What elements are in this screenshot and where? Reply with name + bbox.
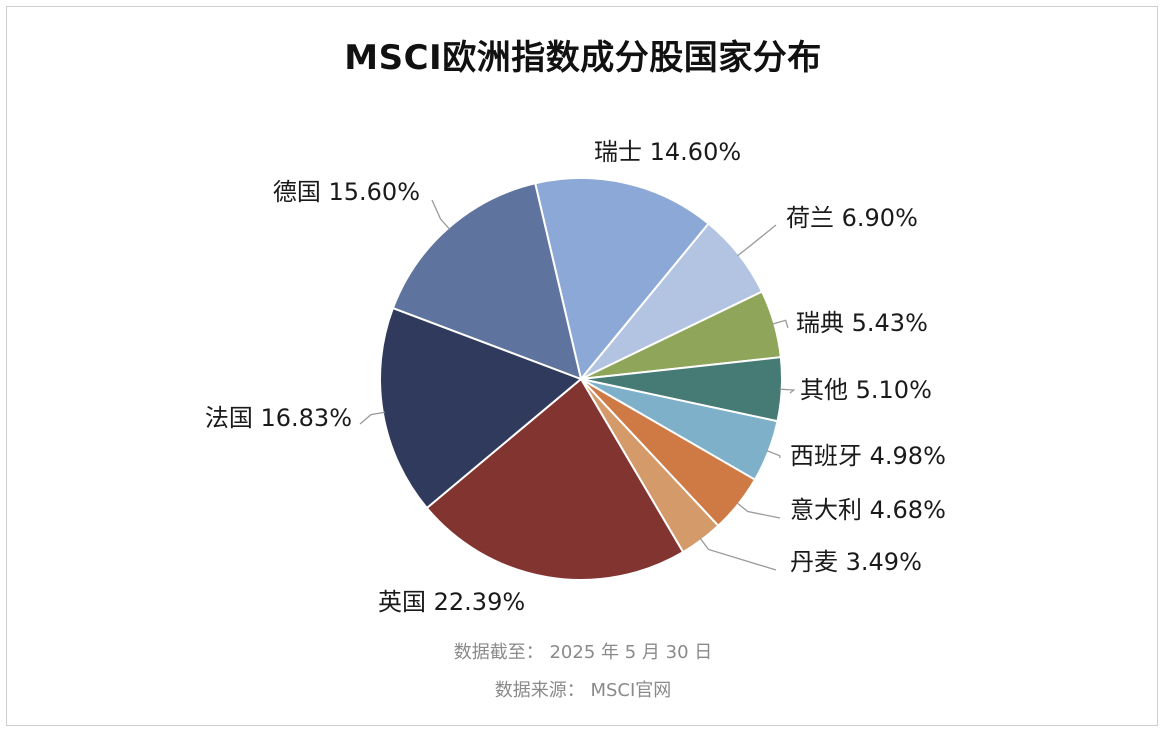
slice-label-9: 德国 15.60%	[273, 178, 420, 206]
slice-label-2: 瑞典 5.43%	[796, 309, 928, 337]
leader-line-9	[431, 199, 451, 230]
pie-slices	[379, 176, 783, 581]
slice-label-3: 其他 5.10%	[800, 376, 932, 404]
leader-line-5	[736, 502, 781, 519]
slice-label-6: 丹麦 3.49%	[790, 548, 922, 576]
leader-line-2	[772, 319, 789, 329]
chart-title: MSCI欧洲指数成分股国家分布	[344, 38, 822, 78]
slice-label-4: 西班牙 4.98%	[790, 442, 946, 470]
slice-labels: 瑞士 14.60% 荷兰 6.90% 瑞典 5.43% 其他 5.10% 西班牙 4.9…	[205, 138, 946, 616]
pie-slice-7	[425, 377, 685, 581]
slice-label-7: 英国 22.39%	[378, 588, 525, 616]
slice-label-1: 荷兰 6.90%	[786, 204, 918, 232]
slice-label-8: 法国 16.83%	[205, 404, 352, 432]
leader-line-6	[699, 537, 777, 571]
pie-slice-0	[533, 176, 710, 382]
leader-lines	[359, 199, 796, 571]
footnote-date: 数据截至： 2025 年 5 月 30 日	[453, 642, 713, 663]
leader-line-1	[736, 224, 777, 257]
footnote-source: 数据来源： MSCI官网	[494, 680, 672, 701]
slice-label-5: 意大利 4.68%	[790, 496, 946, 524]
slice-label-0: 瑞士 14.60%	[594, 138, 741, 166]
leader-line-3	[779, 388, 796, 394]
leader-line-4	[766, 449, 781, 459]
leader-line-8	[359, 411, 385, 425]
